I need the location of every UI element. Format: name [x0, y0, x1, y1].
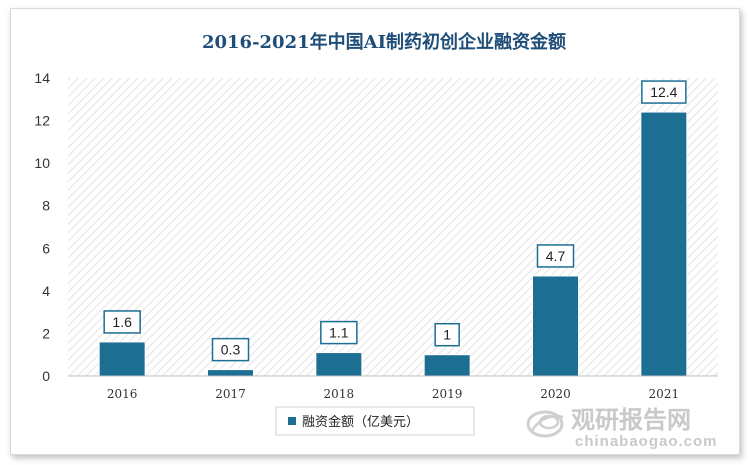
- y-tick-label: 12: [34, 113, 50, 129]
- bar-2017: [207, 369, 254, 377]
- y-tick-label: 14: [34, 70, 50, 86]
- y-tick-label: 0: [42, 368, 50, 384]
- bars: [98, 111, 688, 377]
- bar-2016: [98, 341, 146, 377]
- data-label: 1.1: [329, 325, 349, 341]
- chart-title: 2016-2021年中国AI制药初创企业融资金额: [202, 31, 566, 53]
- data-label: 4.7: [546, 248, 566, 264]
- data-labels: 1.6 0.3 1.1 1 4.7 12.4: [103, 80, 687, 362]
- y-axis: 0 2 4 6 8 10 12 14: [34, 70, 50, 384]
- data-label: 0.3: [221, 342, 241, 358]
- x-tick-label: 2017: [215, 387, 246, 401]
- logo-swirl-icon: [526, 410, 564, 438]
- watermark: 观研报告网 chinabaogao.com: [526, 406, 718, 450]
- legend-label: 融资金额（亿美元）: [302, 414, 419, 430]
- x-tick-label: 2016: [107, 387, 138, 401]
- data-label-box: [211, 337, 250, 362]
- y-tick-label: 10: [34, 155, 50, 171]
- data-label-box: [434, 322, 460, 347]
- x-tick-label: 2021: [649, 387, 680, 401]
- legend-swatch: [288, 417, 296, 425]
- watermark-site: chinabaogao.com: [575, 433, 718, 450]
- legend: 融资金额（亿美元）: [275, 406, 475, 436]
- bar-2020: [532, 275, 579, 377]
- bar-2019: [423, 354, 471, 377]
- data-label: 1: [443, 327, 451, 343]
- data-label-box: [536, 244, 575, 268]
- legend-box: [275, 406, 475, 436]
- y-tick-label: 8: [42, 198, 50, 214]
- bar-chart: 2016-2021年中国AI制药初创企业融资金额 0 2 4 6 8 10 12 14 201…: [34, 31, 718, 450]
- x-tick-label: 2018: [324, 387, 355, 401]
- data-label-box: [641, 80, 687, 104]
- y-tick-label: 6: [42, 240, 50, 256]
- bar-2018: [315, 352, 363, 377]
- y-tick-label: 2: [42, 325, 50, 341]
- data-label-box: [320, 320, 358, 345]
- plot-area: [68, 78, 718, 376]
- bar-2021: [640, 111, 688, 377]
- x-tick-label: 2019: [432, 387, 463, 401]
- x-tick-label: 2020: [540, 387, 571, 401]
- data-label: 12.4: [650, 84, 677, 100]
- chart-frame: 2016-2021年中国AI制药初创企业融资金额 0 2 4 6 8 10 12 14 201…: [10, 8, 740, 455]
- x-axis: 2016 2017 2018 2019 2020 2021: [107, 387, 679, 401]
- data-label: 1.6: [112, 314, 132, 330]
- watermark-name: 观研报告网: [571, 406, 691, 434]
- y-tick-label: 4: [42, 283, 50, 299]
- data-label-box: [103, 310, 141, 334]
